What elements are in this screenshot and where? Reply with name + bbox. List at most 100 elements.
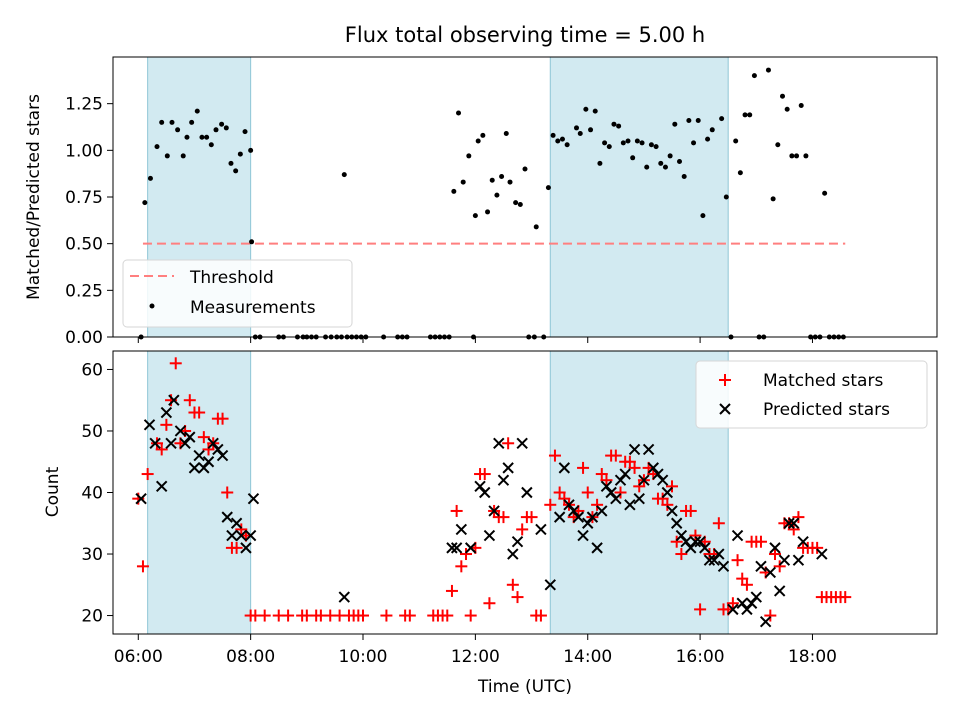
matched-star-point (403, 609, 416, 622)
matched-star-point (726, 597, 739, 610)
predicted-star-point (174, 425, 187, 437)
matched-legend-marker (719, 374, 731, 386)
measurement-point (472, 213, 478, 219)
matched-star-point (511, 591, 524, 604)
matched-star-point (497, 511, 510, 524)
measurement-point (559, 136, 565, 142)
predicted-star-point (516, 437, 528, 449)
measurement-point (460, 179, 466, 185)
measurement-point (784, 106, 790, 112)
top-shaded-intervals (147, 56, 729, 338)
predicted-stars-series (135, 394, 828, 628)
measurement-point (154, 144, 160, 150)
measurement-point (775, 142, 781, 148)
measurement-point (184, 134, 190, 140)
predicted-star-point (614, 474, 627, 486)
predicted-star-point (474, 480, 486, 493)
bottom-panel: 20 30 40 50 60 06:00 08:00 10:00 12:00 14:00 16:0… (43, 350, 938, 697)
matched-star-point (502, 437, 515, 450)
matched-star-point (694, 603, 707, 616)
predicted-star-point (638, 474, 650, 486)
measurement-point (564, 142, 570, 148)
measurement-point (737, 170, 743, 176)
measurement-point (648, 142, 654, 148)
measurement-point (770, 196, 776, 202)
measurement-point (662, 164, 668, 170)
measurement-point (588, 127, 594, 133)
predicted-star-point (558, 462, 571, 474)
matched-star-point (684, 504, 697, 517)
bottom-y-tick-label: 40 (81, 484, 103, 504)
bottom-shaded-interval (147, 350, 252, 635)
figure-title: Flux total observing time = 5.00 h (345, 23, 705, 47)
predicted-star-point (788, 517, 800, 529)
measurement-point (199, 134, 205, 140)
measurement-point (466, 153, 472, 159)
measurement-point (169, 119, 175, 125)
measurement-point (592, 108, 598, 114)
measurement-point (709, 127, 715, 133)
measurement-point (705, 136, 711, 142)
measurement-point (147, 175, 153, 181)
measurement-point (513, 200, 519, 206)
predicted-star-point (535, 523, 547, 536)
matched-star-point (357, 609, 370, 622)
measurement-point (634, 138, 640, 144)
predicted-star-point (778, 554, 791, 566)
predicted-star-point (202, 456, 215, 468)
measurement-point (780, 93, 785, 99)
predicted-star-point (247, 492, 260, 505)
matched-star-point (675, 548, 688, 561)
bottom-y-ticks: 20 30 40 50 60 (81, 360, 113, 627)
predicted-star-point (553, 511, 566, 523)
measurement-point (681, 173, 687, 179)
matched-star-point (235, 523, 248, 536)
predicted-star-point (619, 468, 631, 480)
matched-star-point (581, 486, 594, 499)
predicted-star-point (586, 511, 599, 523)
measurement-point (475, 138, 481, 144)
predicted-star-point (628, 443, 641, 456)
predicted-star-point (666, 505, 678, 517)
top-y-tick-label: 1.25 (65, 95, 103, 115)
matched-star-point (450, 504, 463, 517)
measurement-point (480, 132, 486, 138)
x-tick-label: 18:00 (788, 647, 837, 667)
measurement-point (658, 160, 664, 166)
predicted-star-point (226, 529, 238, 542)
measurement-point (695, 117, 701, 123)
measurement-point (208, 142, 214, 148)
matched-star-point (558, 492, 571, 505)
predicted-star-point (750, 591, 762, 603)
predicted-star-point (736, 597, 748, 609)
predicted-star-point (488, 505, 500, 517)
predicted-star-point (184, 431, 196, 443)
predicted-star-point (675, 529, 688, 542)
measurement-point (233, 168, 239, 174)
measurement-point (228, 160, 234, 166)
predicted-star-point (502, 462, 514, 474)
matched-star-point (736, 572, 749, 585)
predicted-star-point (652, 468, 664, 480)
top-y-axis-label: Matched/Predicted stars (24, 94, 44, 300)
predicted-star-point (149, 437, 161, 449)
predicted-star-point (521, 486, 533, 499)
matched-star-point (151, 437, 164, 450)
measurement-point (574, 125, 579, 131)
matched-star-point (464, 609, 477, 622)
predicted-star-point (685, 542, 697, 554)
measurement-point (550, 132, 556, 138)
bottom-legend-box (695, 360, 928, 429)
measurement-point (751, 73, 757, 79)
measurement-point (341, 172, 347, 178)
top-y-tick-label: 0.75 (65, 188, 103, 208)
measurement-point (219, 121, 225, 127)
measurement-point (803, 153, 809, 159)
measurement-point (545, 185, 551, 191)
measurement-point (700, 213, 706, 219)
measurement-point (691, 140, 697, 146)
matched-star-point (769, 548, 782, 561)
matched-star-point (731, 554, 744, 567)
measurement-point (620, 140, 626, 146)
matched-star-point (614, 486, 627, 499)
